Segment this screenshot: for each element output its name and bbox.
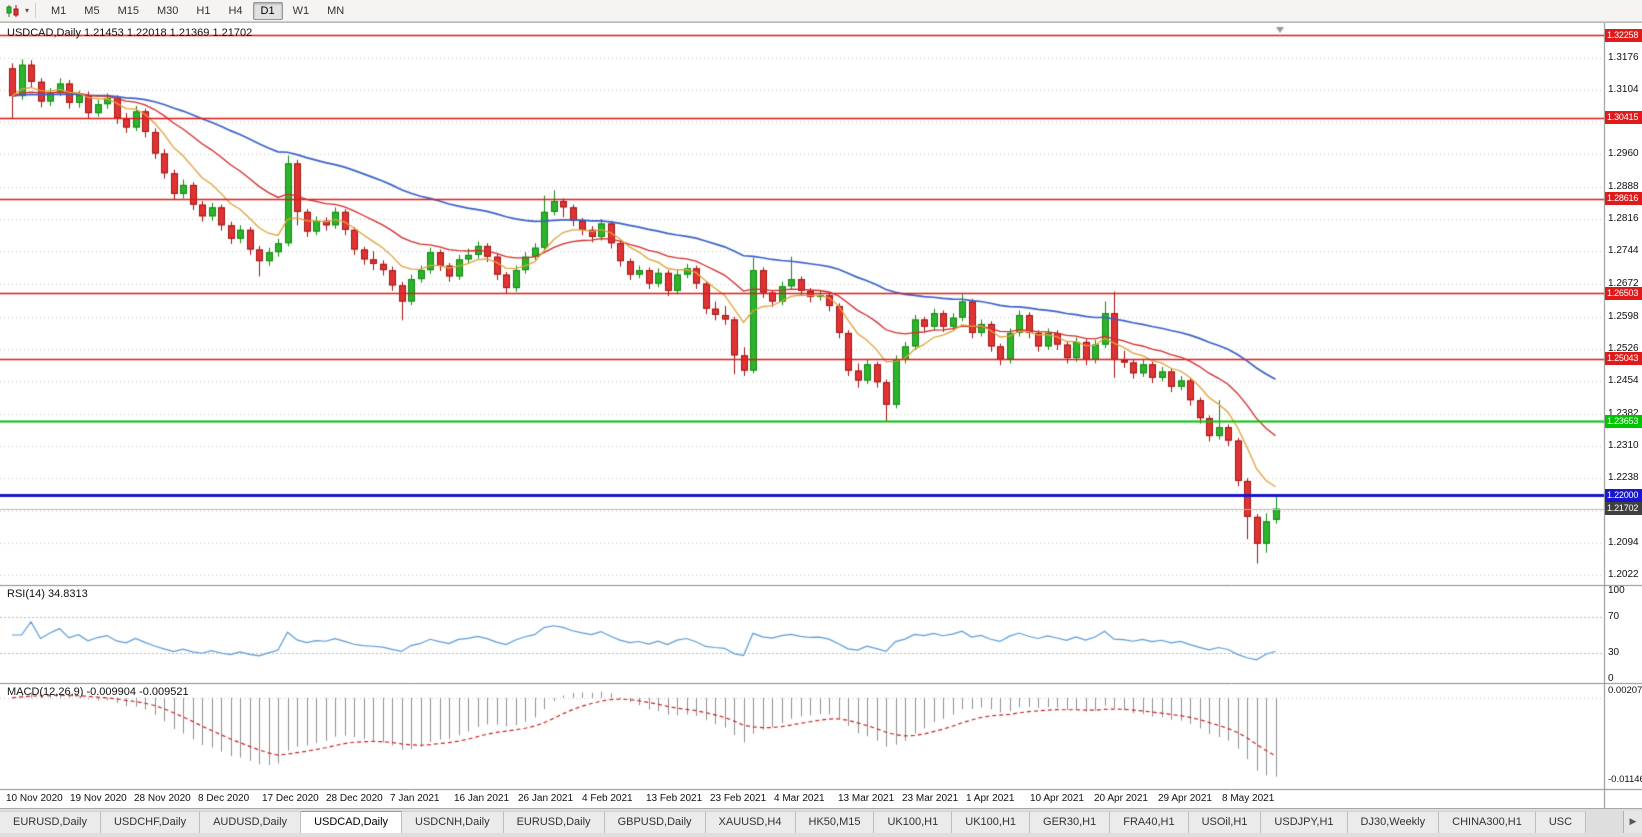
- time-axis-label: 26 Jan 2021: [518, 793, 574, 804]
- rsi-indicator-label: RSI(14) 34.8313: [7, 588, 88, 600]
- price-axis-tick: 1.2598: [1608, 310, 1639, 322]
- price-line-label: 1.25043: [1605, 352, 1642, 365]
- current-price-label: 1.21702: [1605, 502, 1642, 515]
- chart-tab-eurusd-daily[interactable]: EURUSD,Daily: [0, 811, 101, 833]
- chart-tab-fra40-h1[interactable]: FRA40,H1: [1110, 811, 1189, 833]
- time-axis-label: 8 May 2021: [1222, 793, 1275, 804]
- price-line-label: 1.28616: [1605, 192, 1642, 205]
- time-axis-label: 7 Jan 2021: [390, 793, 440, 804]
- rsi-scale-label: 100: [1608, 585, 1625, 596]
- price-axis-tick: 1.3176: [1608, 51, 1639, 63]
- chart-tab-hk50-m15[interactable]: HK50,M15: [795, 811, 875, 833]
- chart-tab-usdchf-daily[interactable]: USDCHF,Daily: [100, 811, 201, 833]
- chart-tab-china300-h1[interactable]: CHINA300,H1: [1439, 811, 1536, 833]
- chart-tab-eurusd-daily[interactable]: EURUSD,Daily: [503, 811, 605, 833]
- time-axis-label: 10 Nov 2020: [6, 793, 63, 804]
- tab-scroll-right-button[interactable]: ▶: [1623, 811, 1642, 833]
- chart-tab-usdcad-daily[interactable]: USDCAD,Daily: [301, 811, 403, 833]
- timeframe-button-d1[interactable]: D1: [252, 1, 283, 20]
- price-axis-tick: 1.2382: [1608, 407, 1639, 419]
- timeframe-button-m15[interactable]: M15: [117, 4, 139, 17]
- candlestick-chart-type-icon[interactable]: [5, 4, 21, 18]
- time-axis-label: 4 Feb 2021: [582, 793, 633, 804]
- chart-type-dropdown-icon[interactable]: ▾: [25, 6, 30, 15]
- chart-window: USDCAD,Daily 1.21453 1.22018 1.21369 1.2…: [0, 22, 1642, 809]
- price-axis-tick: 1.2960: [1608, 148, 1639, 160]
- timeframe-button-m1[interactable]: M1: [51, 4, 67, 17]
- time-axis-label: 8 Dec 2020: [198, 793, 250, 804]
- macd-scale-bottom-label: -0.011462: [1608, 774, 1642, 785]
- timeframe-button-m30[interactable]: M30: [156, 4, 179, 17]
- time-axis-label: 13 Mar 2021: [838, 793, 895, 804]
- macd-indicator-label: MACD(12,26,9) -0.009904 -0.009521: [7, 686, 189, 698]
- time-axis-label: 29 Apr 2021: [1158, 793, 1212, 804]
- time-axis-label: 19 Nov 2020: [70, 793, 127, 804]
- chart-tab-uk100-h1[interactable]: UK100,H1: [874, 811, 953, 833]
- price-axis-tick: 1.2022: [1608, 569, 1639, 581]
- price-axis-tick: 1.3104: [1608, 83, 1639, 95]
- time-axis-label: 17 Dec 2020: [262, 793, 319, 804]
- time-axis-label: 28 Nov 2020: [134, 793, 191, 804]
- price-axis-tick: 1.2310: [1608, 439, 1639, 451]
- chart-tab-bar: EURUSD,Daily USDCHF,Daily AUDUSD,Daily USDC…: [0, 808, 1642, 837]
- time-axis-label: 13 Feb 2021: [646, 793, 703, 804]
- price-axis-tick: 1.2238: [1608, 472, 1639, 484]
- price-axis-tick: 1.2816: [1608, 213, 1639, 224]
- price-line-label: 1.26503: [1605, 287, 1642, 300]
- timeframe-button-m5[interactable]: M5: [84, 4, 100, 17]
- price-axis-tick: 1.2672: [1608, 277, 1639, 289]
- timeframe-button-h4[interactable]: H4: [228, 4, 243, 17]
- chart-toolbar: ▾ M1 M5 M15 M30 H1 H4 D1 W1 MN: [0, 0, 1642, 22]
- chart-tab-usoil-h1[interactable]: USOil,H1: [1188, 811, 1262, 833]
- macd-scale-top-label: 0.002074: [1608, 685, 1642, 696]
- price-line-label: 1.22000: [1605, 489, 1642, 502]
- chart-tab-dj30-weekly[interactable]: DJ30,Weekly: [1347, 811, 1440, 833]
- chart-tab-gbpusd-daily[interactable]: GBPUSD,Daily: [604, 811, 706, 833]
- chart-tab-usc[interactable]: USC: [1535, 811, 1587, 833]
- time-axis-label: 10 Apr 2021: [1030, 793, 1084, 804]
- timeframe-button-w1[interactable]: W1: [292, 4, 310, 17]
- time-axis-label: 23 Feb 2021: [710, 793, 767, 804]
- timeframe-button-h1[interactable]: H1: [196, 4, 211, 17]
- chart-tab-xauusd-h4[interactable]: XAUUSD,H4: [705, 811, 796, 833]
- chart-tab-usdcnh-daily[interactable]: USDCNH,Daily: [402, 811, 504, 833]
- price-line-label: 1.23653: [1605, 415, 1642, 428]
- time-axis-label: 16 Jan 2021: [454, 793, 510, 804]
- price-line-label: 1.32258: [1605, 29, 1642, 42]
- chart-tab-usdjpy-h1[interactable]: USDJPY,H1: [1261, 811, 1348, 833]
- price-axis-tick: 1.2744: [1608, 245, 1639, 257]
- time-axis-label: 28 Dec 2020: [326, 793, 383, 804]
- rsi-scale-label: 30: [1608, 646, 1620, 658]
- chart-canvas[interactable]: [0, 23, 1642, 809]
- time-axis-label: 20 Apr 2021: [1094, 793, 1148, 804]
- chart-tab-audusd-daily[interactable]: AUDUSD,Daily: [200, 811, 302, 833]
- rsi-scale-label: 0: [1608, 673, 1614, 684]
- chart-tab-ger30-h1[interactable]: GER30,H1: [1030, 811, 1111, 833]
- chart-tab-uk100-h1[interactable]: UK100,H1: [952, 811, 1031, 833]
- rsi-scale-label: 70: [1608, 611, 1620, 623]
- chart-title: USDCAD,Daily 1.21453 1.22018 1.21369 1.2…: [7, 27, 253, 39]
- price-line-label: 1.30415: [1605, 111, 1642, 124]
- time-axis-label: 23 Mar 2021: [902, 793, 959, 804]
- toolbar-separator: [35, 3, 37, 18]
- price-axis-tick: 1.2454: [1608, 375, 1639, 387]
- price-axis-tick: 1.2526: [1608, 343, 1639, 355]
- price-axis-tick: 1.2888: [1608, 180, 1639, 192]
- timeframe-button-mn[interactable]: MN: [327, 4, 345, 17]
- price-axis-tick: 1.2094: [1608, 536, 1639, 548]
- time-axis-label: 1 Apr 2021: [966, 793, 1015, 804]
- time-axis-label: 4 Mar 2021: [774, 793, 825, 804]
